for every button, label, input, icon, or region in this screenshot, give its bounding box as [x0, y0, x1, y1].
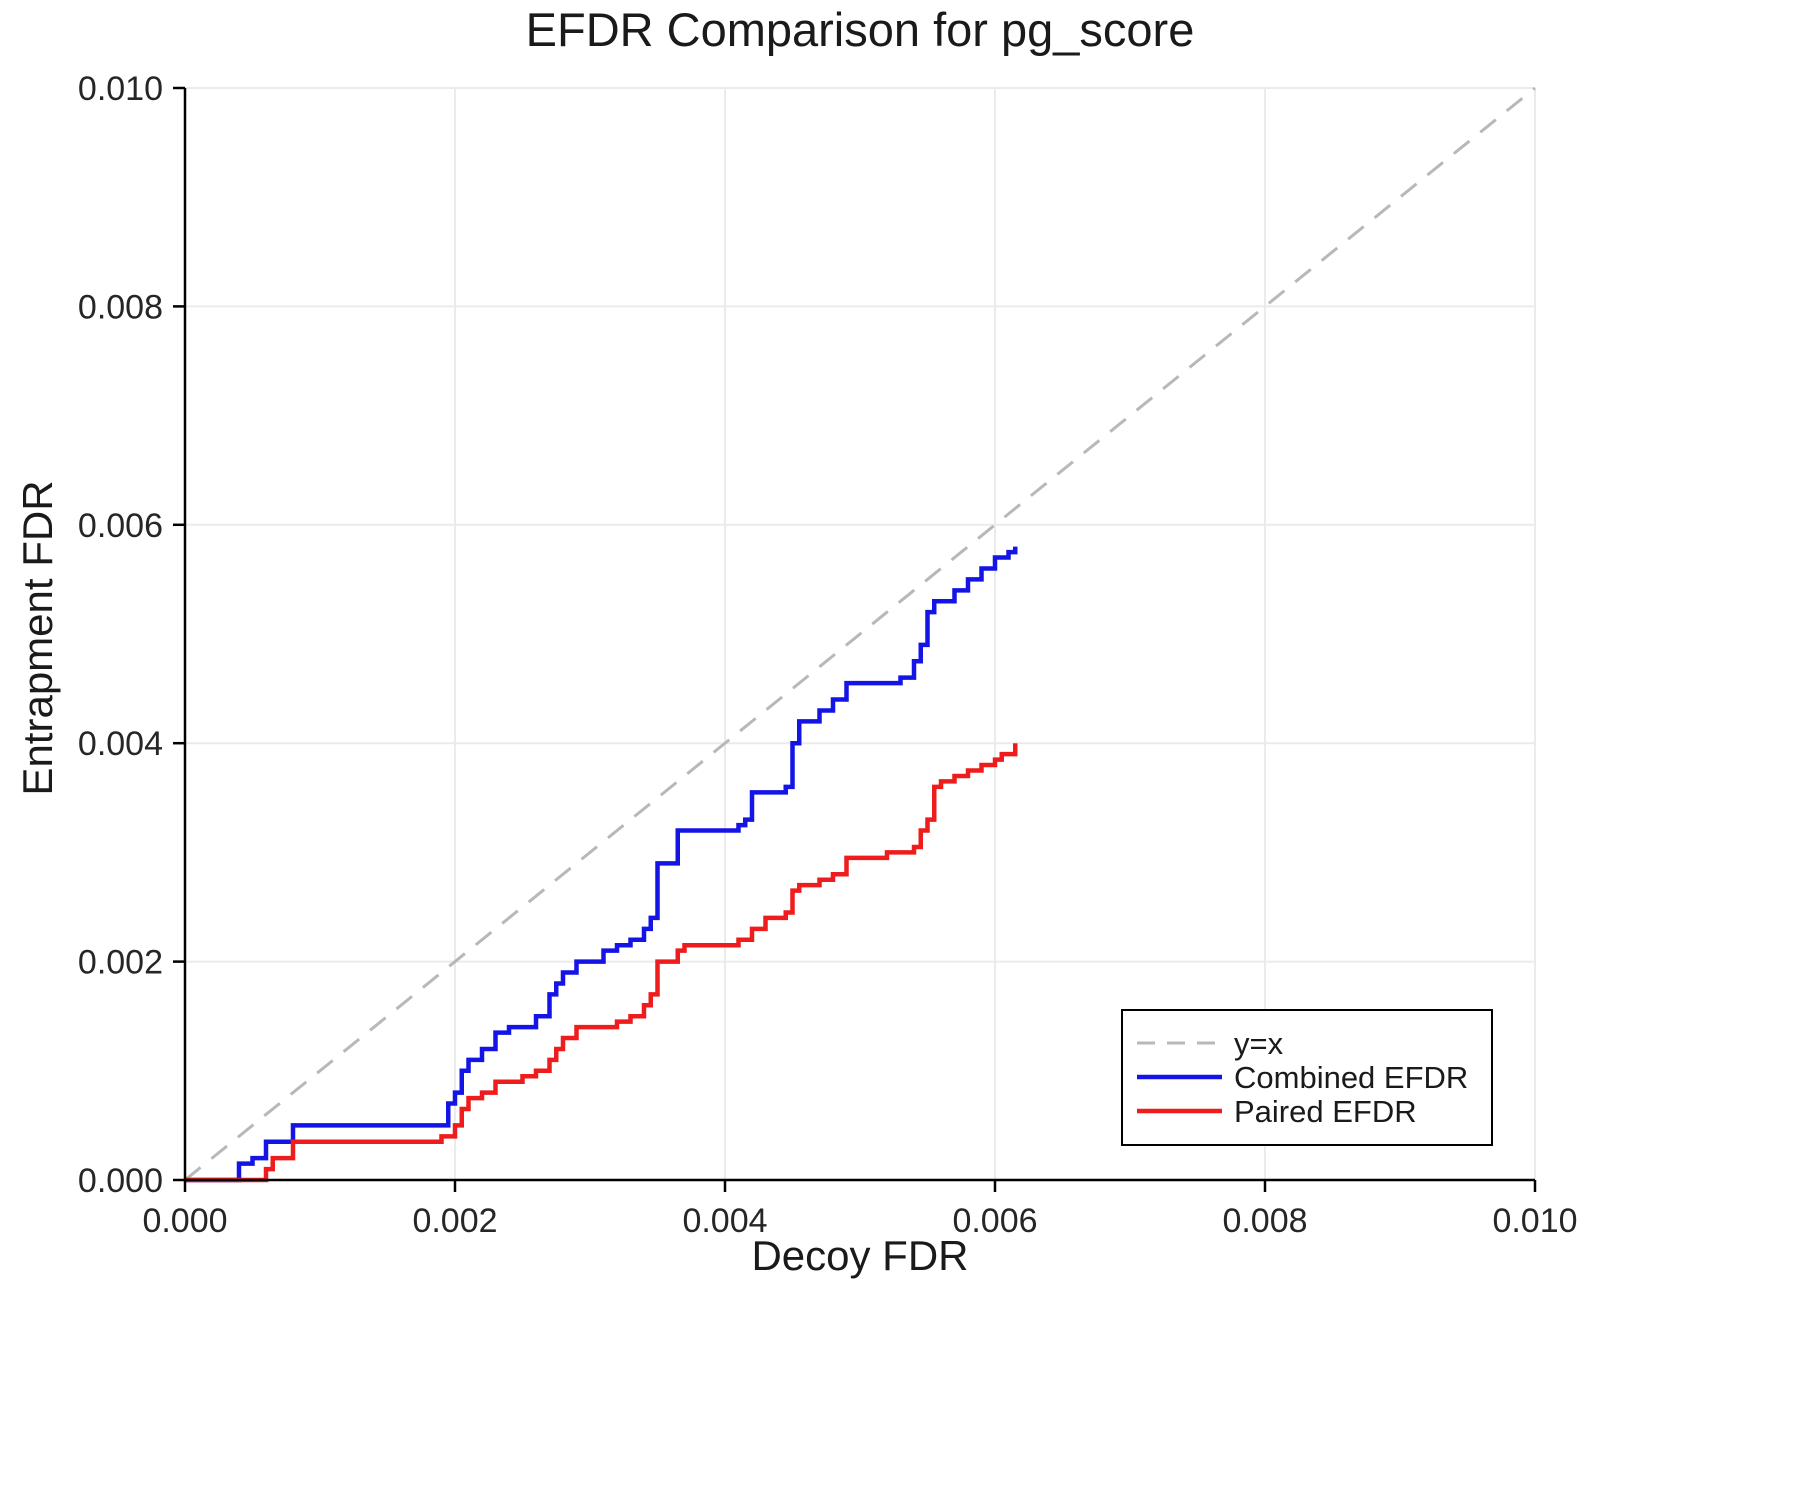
legend-label: y=x — [1234, 1026, 1284, 1061]
x-tick-label: 0.010 — [1492, 1202, 1577, 1240]
x-tick-label: 0.002 — [412, 1202, 497, 1240]
x-tick-label: 0.000 — [142, 1202, 227, 1240]
legend-label: Paired EFDR — [1234, 1094, 1417, 1129]
y-tick-label: 0.006 — [78, 507, 163, 545]
chart-title: EFDR Comparison for pg_score — [525, 3, 1195, 56]
series-paired-efdr — [185, 743, 1018, 1183]
y-tick-label: 0.002 — [78, 944, 163, 982]
x-tick-label: 0.004 — [682, 1202, 767, 1240]
y-tick-label: 0.004 — [78, 725, 163, 763]
y-tick-label: 0.010 — [78, 70, 163, 108]
series-combined-efdr — [185, 546, 1018, 1183]
x-axis-label: Decoy FDR — [751, 1232, 969, 1279]
y-tick-label: 0.000 — [78, 1162, 163, 1200]
series-y-x — [184, 86, 1536, 1182]
y-tick-label: 0.008 — [78, 288, 163, 326]
x-tick-label: 0.008 — [1222, 1202, 1307, 1240]
x-tick-label: 0.006 — [952, 1202, 1037, 1240]
legend-label: Combined EFDR — [1234, 1060, 1468, 1095]
